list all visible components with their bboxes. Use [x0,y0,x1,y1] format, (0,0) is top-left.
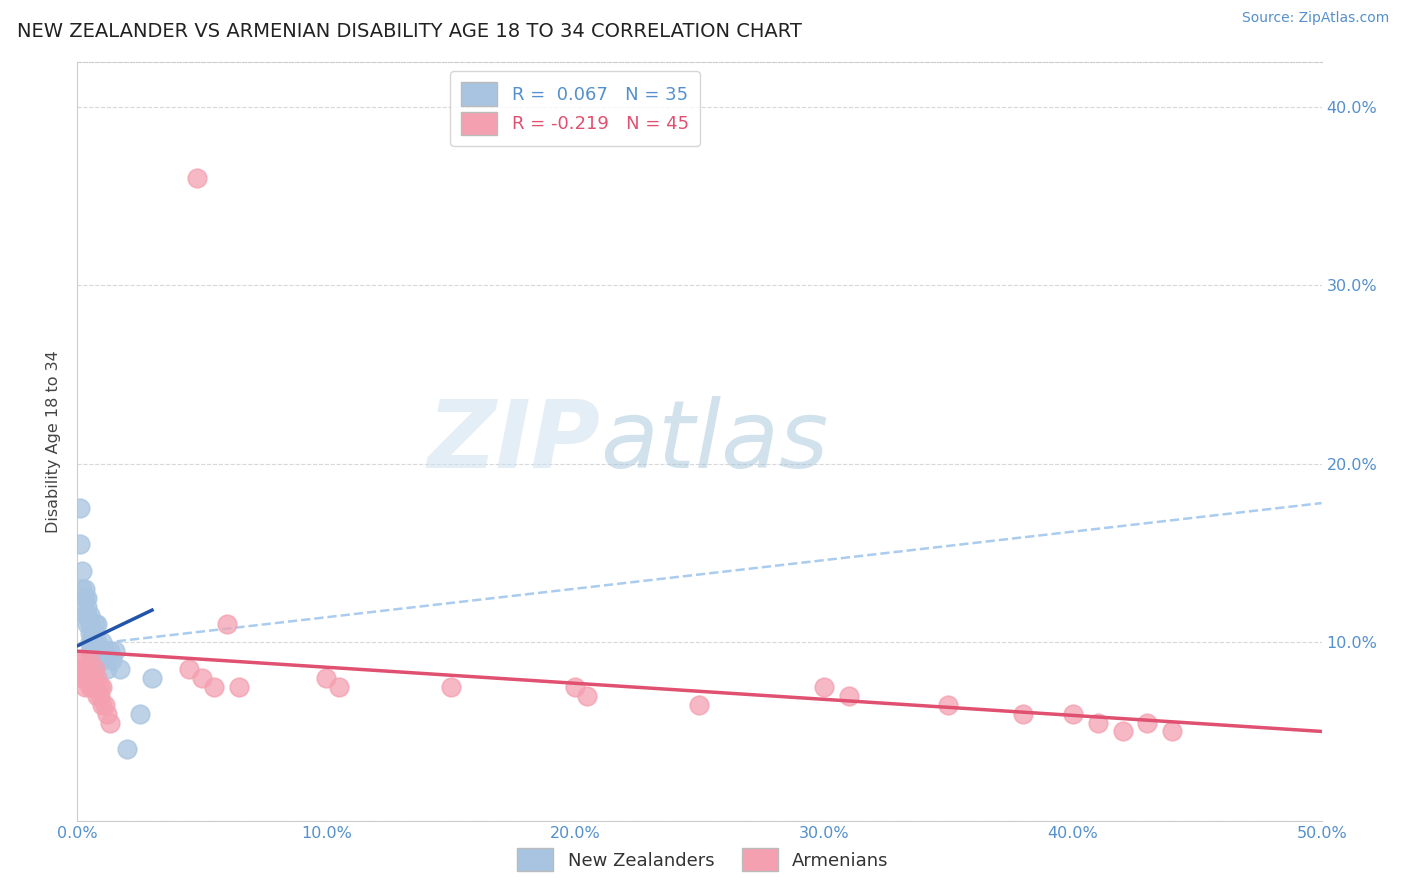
Legend: New Zealanders, Armenians: New Zealanders, Armenians [510,841,896,879]
Point [73,662,96,676]
Point [328,680,350,694]
Point [72,662,94,676]
Point [1111,724,1133,739]
Point [73,653,96,667]
Point [202,680,225,694]
Point [82,680,104,694]
Point [69,653,91,667]
Point [86,617,108,632]
Point [86,689,108,703]
Point [98,715,121,730]
Point [91,653,114,667]
Point [83,626,105,640]
Point [564,680,586,694]
Point [1161,724,1184,739]
Point [69,501,91,516]
Point [86,635,108,649]
Point [1062,706,1084,721]
Point [215,617,238,632]
Point [79,626,101,640]
Point [1136,715,1159,730]
Point [82,671,104,685]
Point [79,635,101,649]
Point [186,171,208,186]
Point [936,698,959,712]
Point [1087,715,1109,730]
Point [179,662,201,676]
Point [76,671,98,685]
Point [83,644,105,658]
Point [1012,706,1035,721]
Point [838,689,860,703]
Point [86,671,108,685]
Point [89,689,111,703]
Point [79,644,101,658]
Point [73,680,96,694]
Point [83,680,105,694]
Point [689,698,711,712]
Point [79,653,101,667]
Point [73,608,96,623]
Point [76,608,98,623]
Point [76,599,98,614]
Point [128,706,150,721]
Point [576,689,599,703]
Point [69,537,91,551]
Point [72,564,94,578]
Point [72,671,94,685]
Point [228,680,250,694]
Point [93,644,115,658]
Point [91,698,114,712]
Point [98,644,121,658]
Point [82,635,104,649]
Point [79,608,101,623]
Y-axis label: Disability Age 18 to 34: Disability Age 18 to 34 [46,351,62,533]
Text: Source: ZipAtlas.com: Source: ZipAtlas.com [1241,11,1389,25]
Point [439,680,461,694]
Point [91,680,114,694]
Text: atlas: atlas [600,396,828,487]
Point [115,742,138,756]
Point [73,591,96,605]
Point [83,617,105,632]
Legend: R =  0.067   N = 35, R = -0.219   N = 45: R = 0.067 N = 35, R = -0.219 N = 45 [450,71,700,146]
Point [89,680,111,694]
Point [79,671,101,685]
Point [82,626,104,640]
Text: ZIP: ZIP [427,395,600,488]
Point [79,680,101,694]
Point [72,582,94,596]
Point [76,662,98,676]
Text: NEW ZEALANDER VS ARMENIAN DISABILITY AGE 18 TO 34 CORRELATION CHART: NEW ZEALANDER VS ARMENIAN DISABILITY AGE… [17,22,801,41]
Point [191,671,214,685]
Point [89,644,111,658]
Point [108,662,131,676]
Point [91,635,114,649]
Point [83,662,105,676]
Point [96,662,118,676]
Point [93,698,115,712]
Point [79,617,101,632]
Point [76,591,98,605]
Point [101,653,124,667]
Point [315,671,337,685]
Point [104,644,127,658]
Point [76,617,98,632]
Point [96,706,118,721]
Point [73,582,96,596]
Point [141,671,163,685]
Point [813,680,835,694]
